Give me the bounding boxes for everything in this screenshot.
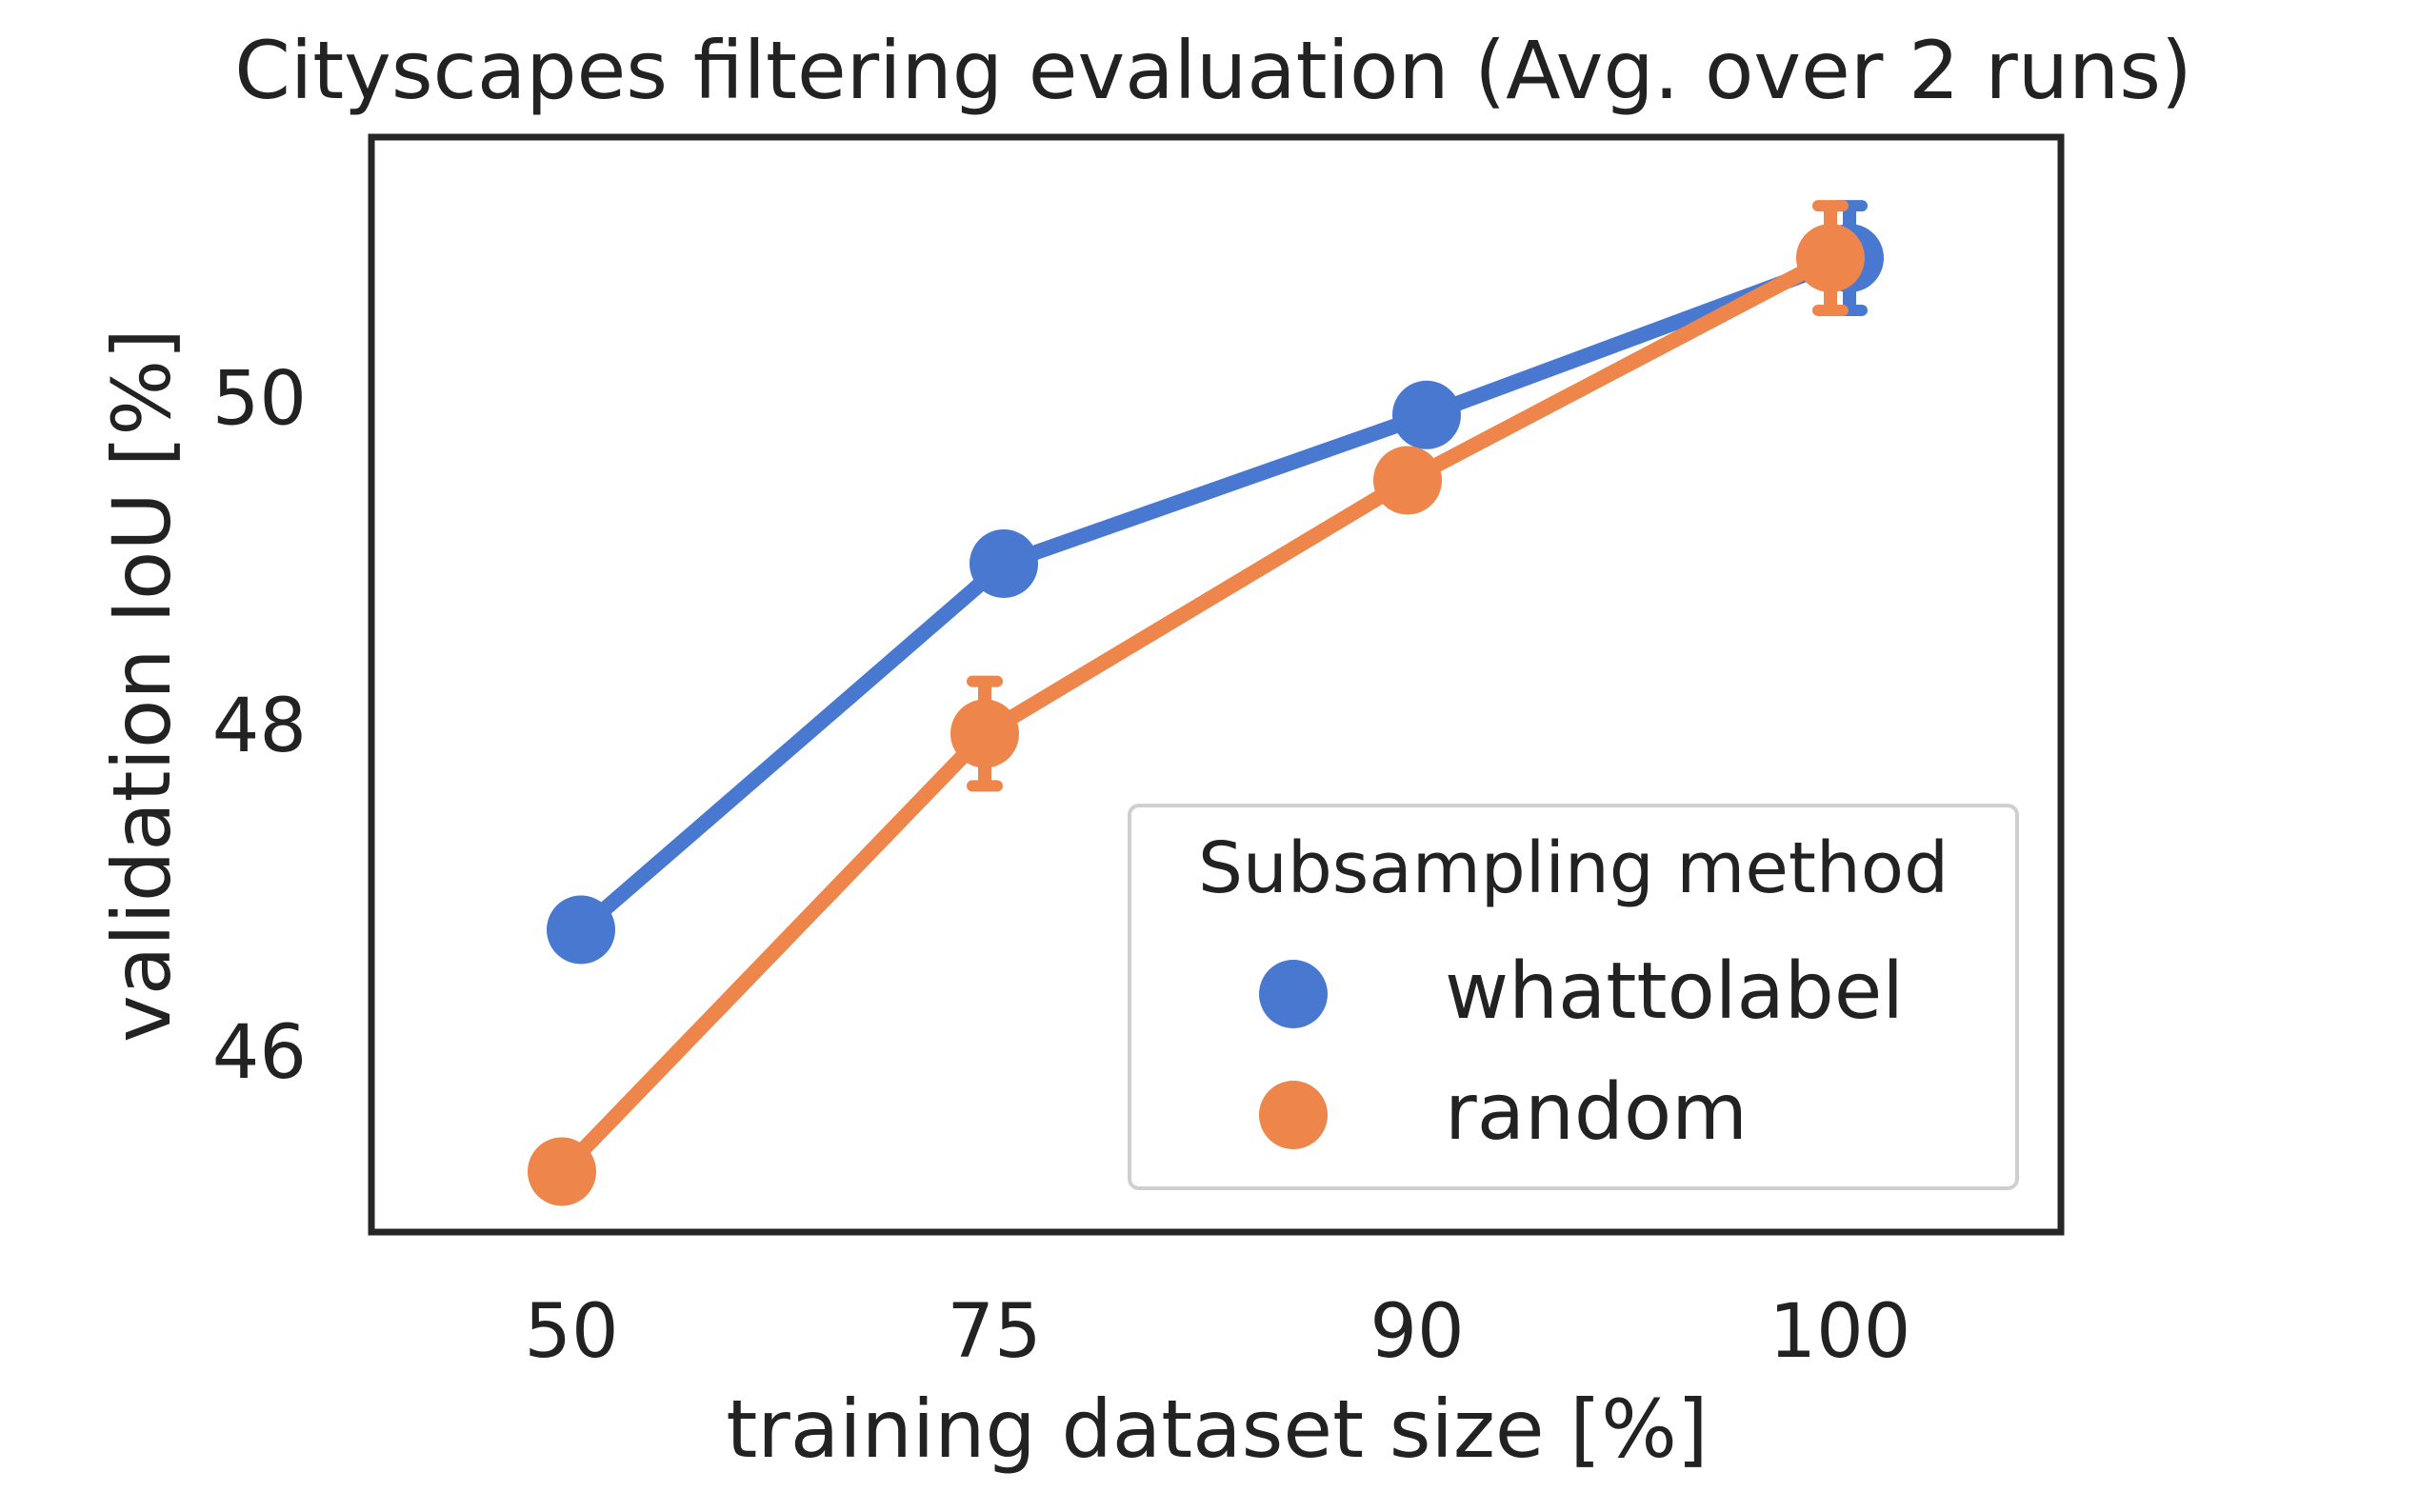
data-point-random xyxy=(1796,224,1865,293)
y-tick-label: 50 xyxy=(212,357,307,443)
series-layer xyxy=(528,200,1884,1206)
legend: Subsampling method whattolabel random xyxy=(1128,804,2019,1190)
x-axis: 50 75 90 100 xyxy=(524,1289,1910,1375)
legend-label-random: random xyxy=(1445,1067,1748,1158)
series-line-random xyxy=(554,250,1838,1180)
series-line-whattolabel xyxy=(573,250,1857,938)
y-tick-label: 46 xyxy=(212,1010,307,1096)
data-point-whattolabel xyxy=(1392,380,1461,449)
data-point-random xyxy=(950,699,1019,768)
legend-label-whattolabel: whattolabel xyxy=(1445,946,1904,1037)
x-tick-label: 75 xyxy=(947,1289,1041,1375)
data-point-random xyxy=(1373,446,1442,515)
x-tick-label: 100 xyxy=(1769,1289,1911,1375)
legend-marker-whattolabel xyxy=(1259,960,1328,1028)
x-tick-label: 50 xyxy=(524,1289,618,1375)
x-axis-label: training dataset size [%] xyxy=(726,1383,1708,1476)
chart-title: Cityscapes filtering evaluation (Avg. ov… xyxy=(234,24,2192,117)
legend-box xyxy=(1128,804,2019,1190)
x-tick-label: 90 xyxy=(1369,1289,1464,1375)
y-tick-label: 48 xyxy=(212,684,307,769)
y-axis-label: validation IoU [%] xyxy=(95,328,189,1043)
legend-title: Subsampling method xyxy=(1198,827,1949,909)
plot-area-frame xyxy=(368,133,2065,1236)
data-point-whattolabel xyxy=(970,528,1038,598)
data-point-whattolabel xyxy=(547,895,615,965)
legend-marker-random xyxy=(1259,1081,1328,1149)
data-point-random xyxy=(528,1137,596,1206)
y-axis: 46 48 50 xyxy=(212,357,307,1097)
